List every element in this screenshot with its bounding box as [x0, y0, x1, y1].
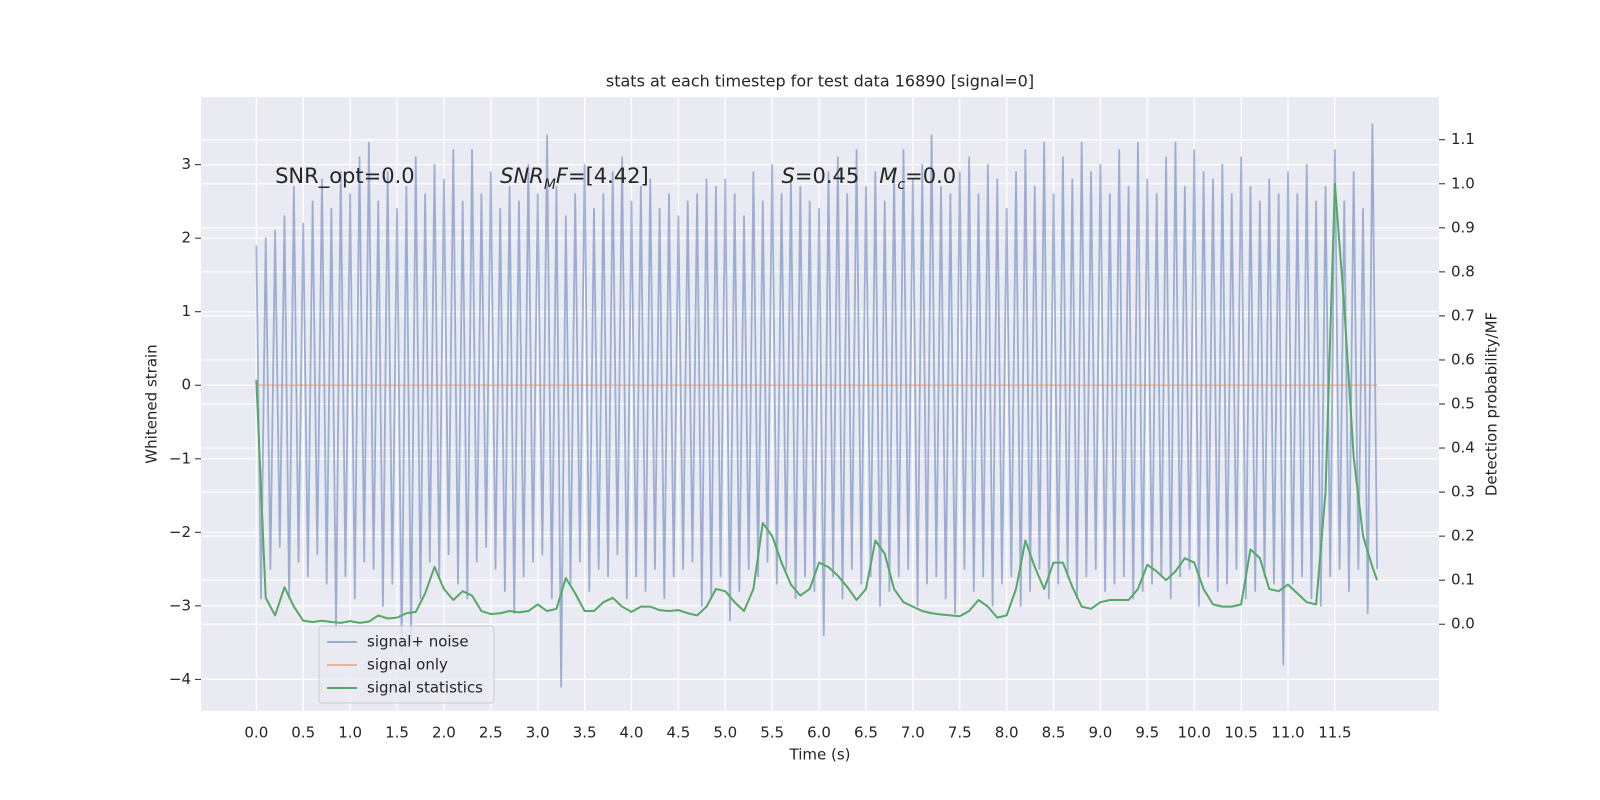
x-tick-label: 10.5: [1224, 724, 1257, 742]
y-tick-label: −4: [169, 670, 191, 688]
x-tick-label: 11.0: [1271, 724, 1304, 742]
x-tick-label: 7.5: [948, 724, 972, 742]
x-axis-label: Time (s): [789, 746, 851, 764]
x-tick-label: 7.0: [901, 724, 925, 742]
x-tick-label: 8.5: [1042, 724, 1066, 742]
y2-tick-label: 0.5: [1451, 395, 1475, 413]
y-tick-label: 1: [181, 302, 191, 320]
y-tick-label: −1: [169, 449, 191, 467]
annotation-part: c: [897, 177, 905, 193]
annotation-part: F: [556, 164, 569, 188]
x-tick-label: 3.5: [573, 724, 597, 742]
y2-tick-label: 0.1: [1451, 571, 1475, 589]
x-tick-label: 1.5: [385, 724, 409, 742]
x-tick-label: 11.5: [1318, 724, 1351, 742]
x-tick-label: 5.5: [760, 724, 784, 742]
x-tick-label: 6.0: [807, 724, 831, 742]
y-axis-label: Whitened strain: [143, 344, 161, 463]
y2-tick-label: 0.6: [1451, 350, 1475, 368]
legend-box: [318, 625, 495, 704]
y-tick-label: 2: [181, 229, 191, 247]
annotation: SNRMF=[4.42]: [500, 164, 649, 193]
x-tick-label: 6.5: [854, 724, 878, 742]
y2-tick-label: 0.8: [1451, 262, 1475, 280]
annotation-part: M: [544, 177, 556, 193]
x-tick-label: 9.0: [1088, 724, 1112, 742]
annotation-part: SNR: [500, 164, 544, 188]
y2-tick-label: 0.0: [1451, 615, 1475, 633]
x-tick-label: 4.0: [620, 724, 644, 742]
legend-label: signal only: [367, 656, 448, 674]
x-tick-label: 1.0: [338, 724, 362, 742]
y-tick-label: 0: [181, 376, 191, 394]
x-tick-label: 4.5: [666, 724, 690, 742]
y2-tick-label: 0.9: [1451, 218, 1475, 236]
annotation-part: M: [879, 164, 897, 188]
x-tick-label: 0.0: [244, 724, 268, 742]
chart-title: stats at each timestep for test data 168…: [606, 72, 1034, 91]
annotation-part: =0.0: [905, 164, 956, 188]
x-tick-label: 3.0: [526, 724, 550, 742]
y2-axis-label: Detection probability/MF: [1483, 312, 1501, 496]
x-tick-label: 10.0: [1178, 724, 1211, 742]
x-tick-label: 8.0: [995, 724, 1019, 742]
y-tick-label: 3: [181, 155, 191, 173]
annotation-part: S: [782, 164, 795, 188]
y2-tick-label: 1.1: [1451, 130, 1475, 148]
annotation-part: =[4.42]: [568, 164, 649, 188]
legend-label: signal statistics: [367, 679, 483, 697]
y-tick-label: −2: [169, 523, 191, 541]
x-tick-label: 0.5: [291, 724, 315, 742]
y2-tick-label: 0.7: [1451, 306, 1475, 324]
series-line: [255, 123, 1378, 688]
series-line: [255, 182, 1379, 624]
x-tick-label: 2.0: [432, 724, 456, 742]
y2-tick-label: 0.3: [1451, 483, 1475, 501]
y2-tick-label: 0.4: [1451, 439, 1475, 457]
y2-tick-label: 1.0: [1451, 174, 1475, 192]
annotation-part: SNR_opt=0.0: [275, 164, 415, 189]
x-tick-label: 5.0: [713, 724, 737, 742]
x-tick-label: 9.5: [1135, 724, 1159, 742]
y-tick-label: −3: [169, 596, 191, 614]
annotation: S=0.45 Mc=0.0: [782, 164, 957, 193]
annotation: SNR_opt=0.0: [275, 164, 415, 189]
x-tick-label: 2.5: [479, 724, 503, 742]
y2-tick-label: 0.2: [1451, 527, 1475, 545]
annotation-part: =0.45: [795, 164, 879, 188]
legend-label: signal+ noise: [367, 633, 469, 651]
